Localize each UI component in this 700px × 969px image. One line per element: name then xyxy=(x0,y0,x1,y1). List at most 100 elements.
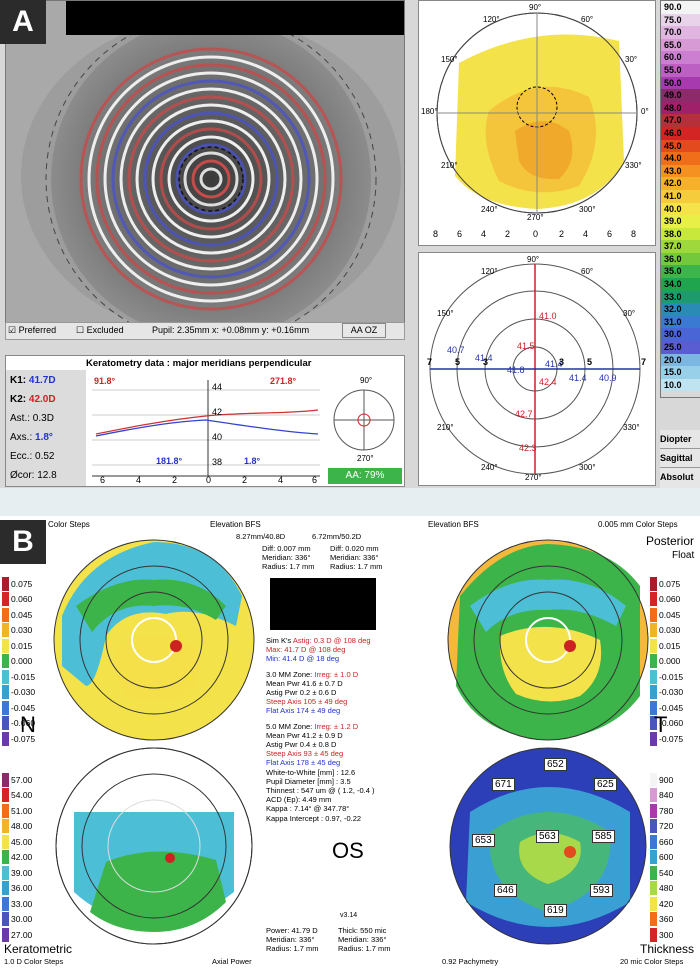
colorbar-step: 20.0 xyxy=(661,353,700,367)
kera-steps-label: 1.0 D Color Steps xyxy=(4,957,64,966)
scale-swatch xyxy=(650,700,657,715)
scale-value: -0.030 xyxy=(659,687,684,698)
radial-value: 41.5 xyxy=(517,341,535,351)
scale-value: 42.00 xyxy=(11,852,33,863)
axs-value: 1.8° xyxy=(35,432,53,443)
preferred-checkbox[interactable]: ☑ Preferred xyxy=(8,325,57,335)
panel-a: A ☑ Preferred ☐ Excluded Pupil: 2.35mm x… xyxy=(0,0,700,488)
zone5-astig-dev: ± 0.8 D xyxy=(312,740,337,750)
diopter-label[interactable]: Diopter xyxy=(660,430,700,449)
zone3-irreg-value: ± 1.0 D xyxy=(333,669,359,679)
zone5-flat-label: Flat Axis xyxy=(266,758,295,768)
scale-value: 300 xyxy=(659,929,674,940)
scale-swatch xyxy=(2,927,9,942)
ring-label: 7 xyxy=(427,357,433,367)
k1-value: 41.7D xyxy=(28,375,56,386)
colorbar-step: 41.0 xyxy=(661,189,700,203)
zone5-mean-label: Mean Pwr xyxy=(266,730,300,740)
scale-value: -0.015 xyxy=(659,671,684,682)
scale-value: 0.015 xyxy=(659,640,681,651)
elevation-bfs-left: Elevation BFS xyxy=(210,520,261,529)
scale-value: 0.075 xyxy=(11,578,33,589)
zone3-astig-label: Astig Pwr xyxy=(266,688,298,698)
sagittal-label[interactable]: Sagittal xyxy=(660,449,700,468)
scale-swatch xyxy=(2,716,9,731)
zone5-title: 5.0 MM Zone: xyxy=(266,721,313,731)
scale-value: -0.015 xyxy=(11,671,36,682)
x-tick: 2 xyxy=(242,475,248,485)
scale-swatch xyxy=(2,700,9,715)
colorbar-footer: Diopter Sagittal Absolut xyxy=(660,430,700,488)
topo-angle-60: 60° xyxy=(581,15,594,24)
keratometry-title: Keratometry data : major meridians perpe… xyxy=(86,358,312,369)
radial-keratometry-svg xyxy=(429,263,641,475)
aa-oz-button[interactable]: AA OZ xyxy=(342,323,386,338)
radial-angle-60: 60° xyxy=(581,267,594,276)
scale-swatch xyxy=(650,623,657,638)
colorbar-step: 48.0 xyxy=(661,101,700,115)
radial-value: 40.7 xyxy=(447,345,465,355)
colorbar-step: 46.0 xyxy=(661,126,700,140)
placido-eye-image xyxy=(6,1,404,323)
radial-value: 40.9 xyxy=(599,373,617,383)
colorbar-step: 70.0 xyxy=(661,26,700,39)
zone5-steep-dev: ± 45 deg xyxy=(313,749,344,759)
pachy-value: 671 xyxy=(492,778,515,791)
zone5-irreg-label: Irreg: xyxy=(314,721,332,731)
colorbar-step: 37.0 xyxy=(661,240,700,253)
radial-value: 42.4 xyxy=(539,377,557,387)
colorbar-step: 45.0 xyxy=(661,139,700,153)
diopter-colorbar: 90.0 75.0 70.0 65.0 60.0 55.0 50.0 49.0 48.0 47.0… xyxy=(660,0,700,398)
radial-angle-210: 210° xyxy=(437,423,454,432)
elevation-scale-left: 0.075 0.060 0.045 0.030 0.015 0.000 -0.015 -0.0… xyxy=(2,576,42,747)
pachymetry-label: 0.92 Pachymetry xyxy=(442,957,499,966)
excluded-label: Excluded xyxy=(86,325,124,335)
radial-keratometry-map: 90° 120° 60° 150° 30° 210° 330° 240° 300… xyxy=(418,252,656,486)
scale-swatch xyxy=(650,731,657,746)
colorbar-step: 39.0 xyxy=(661,215,700,228)
scale-swatch xyxy=(650,927,657,942)
bottom-power-block: Power: 41.79 D Meridian: 336° Radius: 1.… xyxy=(266,926,319,953)
radial-value: 41.4 xyxy=(475,353,493,363)
absolute-label[interactable]: Absolut xyxy=(660,472,694,482)
colorbar-step: 60.0 xyxy=(661,51,700,64)
meridian-label: Meridian: xyxy=(262,553,293,562)
radial-value: 42.3 xyxy=(519,443,537,453)
scale-value: 30.00 xyxy=(11,914,33,925)
colorbar-step: 65.0 xyxy=(661,38,700,52)
scale-swatch xyxy=(2,592,9,607)
scale-value: 27.00 xyxy=(11,929,33,940)
colorbar-step: 43.0 xyxy=(661,164,700,178)
simk-max-deg: @ 108 deg xyxy=(308,645,346,655)
cor-label: Øcor: xyxy=(10,470,35,481)
radius-label: Radius: xyxy=(266,944,292,953)
meridian-value: 336° xyxy=(298,935,315,944)
scale-value: 0.060 xyxy=(11,594,33,605)
colorbar-step: 15.0 xyxy=(661,366,700,379)
colorbar-step: 75.0 xyxy=(661,13,700,27)
bottom-thick-block: Thick: 550 mic Meridian: 336° Radius: 1.… xyxy=(338,926,391,953)
keratometry-panel: Keratometry data : major meridians perpe… xyxy=(5,355,405,487)
thickness-label: Thickness xyxy=(640,942,695,956)
anterior-elevation-map xyxy=(53,539,255,741)
zone3-steep-value: 105 xyxy=(303,697,317,707)
y-tick-42: 42 xyxy=(212,407,223,417)
diff-label: Diff: xyxy=(330,544,344,553)
simk-min-deg: @ 18 deg xyxy=(306,654,340,664)
scale-value: 900 xyxy=(659,774,674,785)
scale-value: 51.00 xyxy=(11,805,33,816)
scale-swatch xyxy=(2,731,9,746)
simk-label: Sim K's xyxy=(266,636,292,645)
radial-angle-330: 330° xyxy=(623,423,640,432)
scale-swatch xyxy=(2,623,9,638)
topo-angle-120: 120° xyxy=(483,15,500,24)
radius-value: 1.7 mm xyxy=(357,562,383,571)
elevation-bfs-right: Elevation BFS xyxy=(428,520,479,529)
eye-image-frame xyxy=(5,0,405,324)
ring-label: 3 xyxy=(559,357,565,367)
topo-tick: 2 xyxy=(505,229,511,239)
excluded-checkbox[interactable]: ☐ Excluded xyxy=(76,325,124,335)
k2-value: 42.0D xyxy=(28,394,56,405)
scale-swatch xyxy=(2,912,9,927)
colorbar-step: 34.0 xyxy=(661,278,700,291)
